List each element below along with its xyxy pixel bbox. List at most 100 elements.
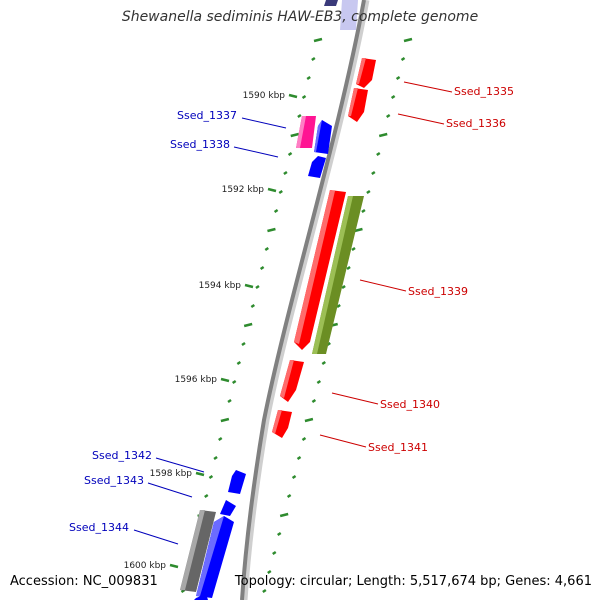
major-tick [304, 417, 314, 423]
gene-ssed-1340[interactable] [280, 360, 304, 402]
minor-tick [241, 341, 246, 347]
minor-tick [287, 151, 293, 157]
minor-tick [264, 246, 269, 252]
callout-line [331, 392, 379, 405]
gene-label-ssed-1337[interactable]: Ssed_1337 [177, 109, 237, 122]
outer-tick-track [180, 37, 323, 594]
callout-line [241, 117, 287, 129]
top-partial-feature [324, 0, 358, 30]
gene-ssed-1342[interactable] [228, 470, 246, 494]
genome-backbone [240, 0, 366, 600]
callout-line [397, 113, 445, 125]
ruler-major-tick [220, 377, 230, 383]
minor-tick [273, 208, 279, 214]
gene-label-ssed-1344[interactable]: Ssed_1344 [69, 521, 129, 534]
ruler-major-tick [195, 471, 205, 477]
minor-tick [286, 493, 292, 499]
callout-line [155, 457, 205, 473]
ruler-label: 1596 kbp [175, 375, 218, 385]
minor-tick [400, 56, 406, 62]
minor-tick [336, 303, 341, 309]
minor-tick [366, 189, 371, 195]
minor-tick [296, 455, 302, 461]
gene-ssed-1335[interactable] [356, 58, 376, 88]
gene-ssed-1338[interactable] [314, 120, 332, 154]
minor-tick [232, 379, 237, 385]
minor-tick [255, 284, 260, 290]
minor-tick [291, 474, 297, 480]
callout-line [147, 482, 193, 498]
minor-tick [321, 360, 326, 366]
minor-tick [371, 170, 376, 176]
minor-tick [236, 360, 242, 366]
major-tick [403, 37, 413, 43]
minor-tick [227, 398, 232, 404]
gene-label-ssed-1343[interactable]: Ssed_1343 [84, 474, 144, 487]
minor-tick [351, 246, 356, 252]
ruler-major-tick [288, 93, 298, 99]
minor-tick [204, 493, 209, 499]
gene-label-ssed-1339[interactable]: Ssed_1339 [408, 285, 468, 298]
gene-label-ssed-1341[interactable]: Ssed_1341 [368, 441, 428, 454]
genome-summary-text: Topology: circular; Length: 5,517,674 bp… [234, 574, 592, 589]
major-tick [378, 132, 388, 138]
gene-ssed-1337[interactable] [296, 116, 316, 148]
minor-tick [267, 569, 272, 575]
callout-line [133, 529, 179, 545]
ruler-label: 1594 kbp [199, 281, 242, 291]
minor-tick [301, 94, 307, 100]
minor-tick [311, 56, 316, 62]
major-tick [279, 512, 289, 518]
major-tick [243, 322, 253, 328]
ruler-label: 1592 kbp [222, 185, 265, 195]
gene-label-ssed-1336[interactable]: Ssed_1336 [446, 117, 506, 130]
gene-ssed-1341[interactable] [272, 410, 292, 438]
gene-ssed-1343[interactable] [220, 500, 236, 516]
callout-line [233, 146, 279, 158]
gene-label-ssed-1338[interactable]: Ssed_1338 [170, 138, 230, 151]
ruler-label: 1590 kbp [243, 91, 286, 101]
major-tick [313, 37, 323, 43]
inner-tick-track [262, 37, 413, 594]
minor-tick [277, 531, 282, 537]
minor-tick [218, 436, 223, 442]
minor-tick [395, 75, 401, 81]
minor-tick [283, 170, 288, 176]
major-tick [220, 417, 230, 423]
callout-line [359, 279, 407, 292]
minor-tick [311, 398, 317, 404]
major-tick [354, 227, 363, 233]
minor-tick [376, 151, 381, 157]
gene-reverse-small[interactable] [308, 156, 326, 178]
gene-ssed-1339-red[interactable] [294, 190, 346, 350]
ruler-label: 1600 kbp [124, 561, 167, 571]
minor-tick [341, 284, 346, 290]
gene-label-ssed-1340[interactable]: Ssed_1340 [380, 398, 440, 411]
minor-tick [278, 189, 283, 195]
ruler-labels: 1590 kbp 1592 kbp 1594 kbp 1596 kbp 1598 kbp… [124, 91, 298, 571]
gene-ssed-1339[interactable] [312, 196, 364, 354]
minor-tick [297, 113, 302, 119]
minor-tick [316, 379, 322, 385]
ruler-major-tick [169, 563, 179, 569]
major-tick [290, 132, 300, 138]
gene-label-ssed-1335[interactable]: Ssed_1335 [454, 85, 514, 98]
minor-tick [301, 436, 307, 442]
ruler-major-tick [244, 283, 254, 289]
minor-tick [208, 474, 214, 480]
gene-ssed-1336[interactable] [348, 88, 368, 122]
minor-tick [259, 265, 265, 271]
minor-tick [262, 588, 267, 594]
gene-label-ssed-1342[interactable]: Ssed_1342 [92, 449, 152, 462]
minor-tick [361, 208, 366, 214]
minor-tick [250, 303, 256, 309]
minor-tick [213, 455, 218, 461]
accession-text: Accession: NC_009831 [10, 574, 158, 589]
major-tick [267, 227, 276, 233]
minor-tick [306, 75, 311, 81]
minor-tick [390, 94, 396, 100]
gene-ssed-1344[interactable] [180, 510, 234, 598]
callout-line [319, 434, 367, 448]
